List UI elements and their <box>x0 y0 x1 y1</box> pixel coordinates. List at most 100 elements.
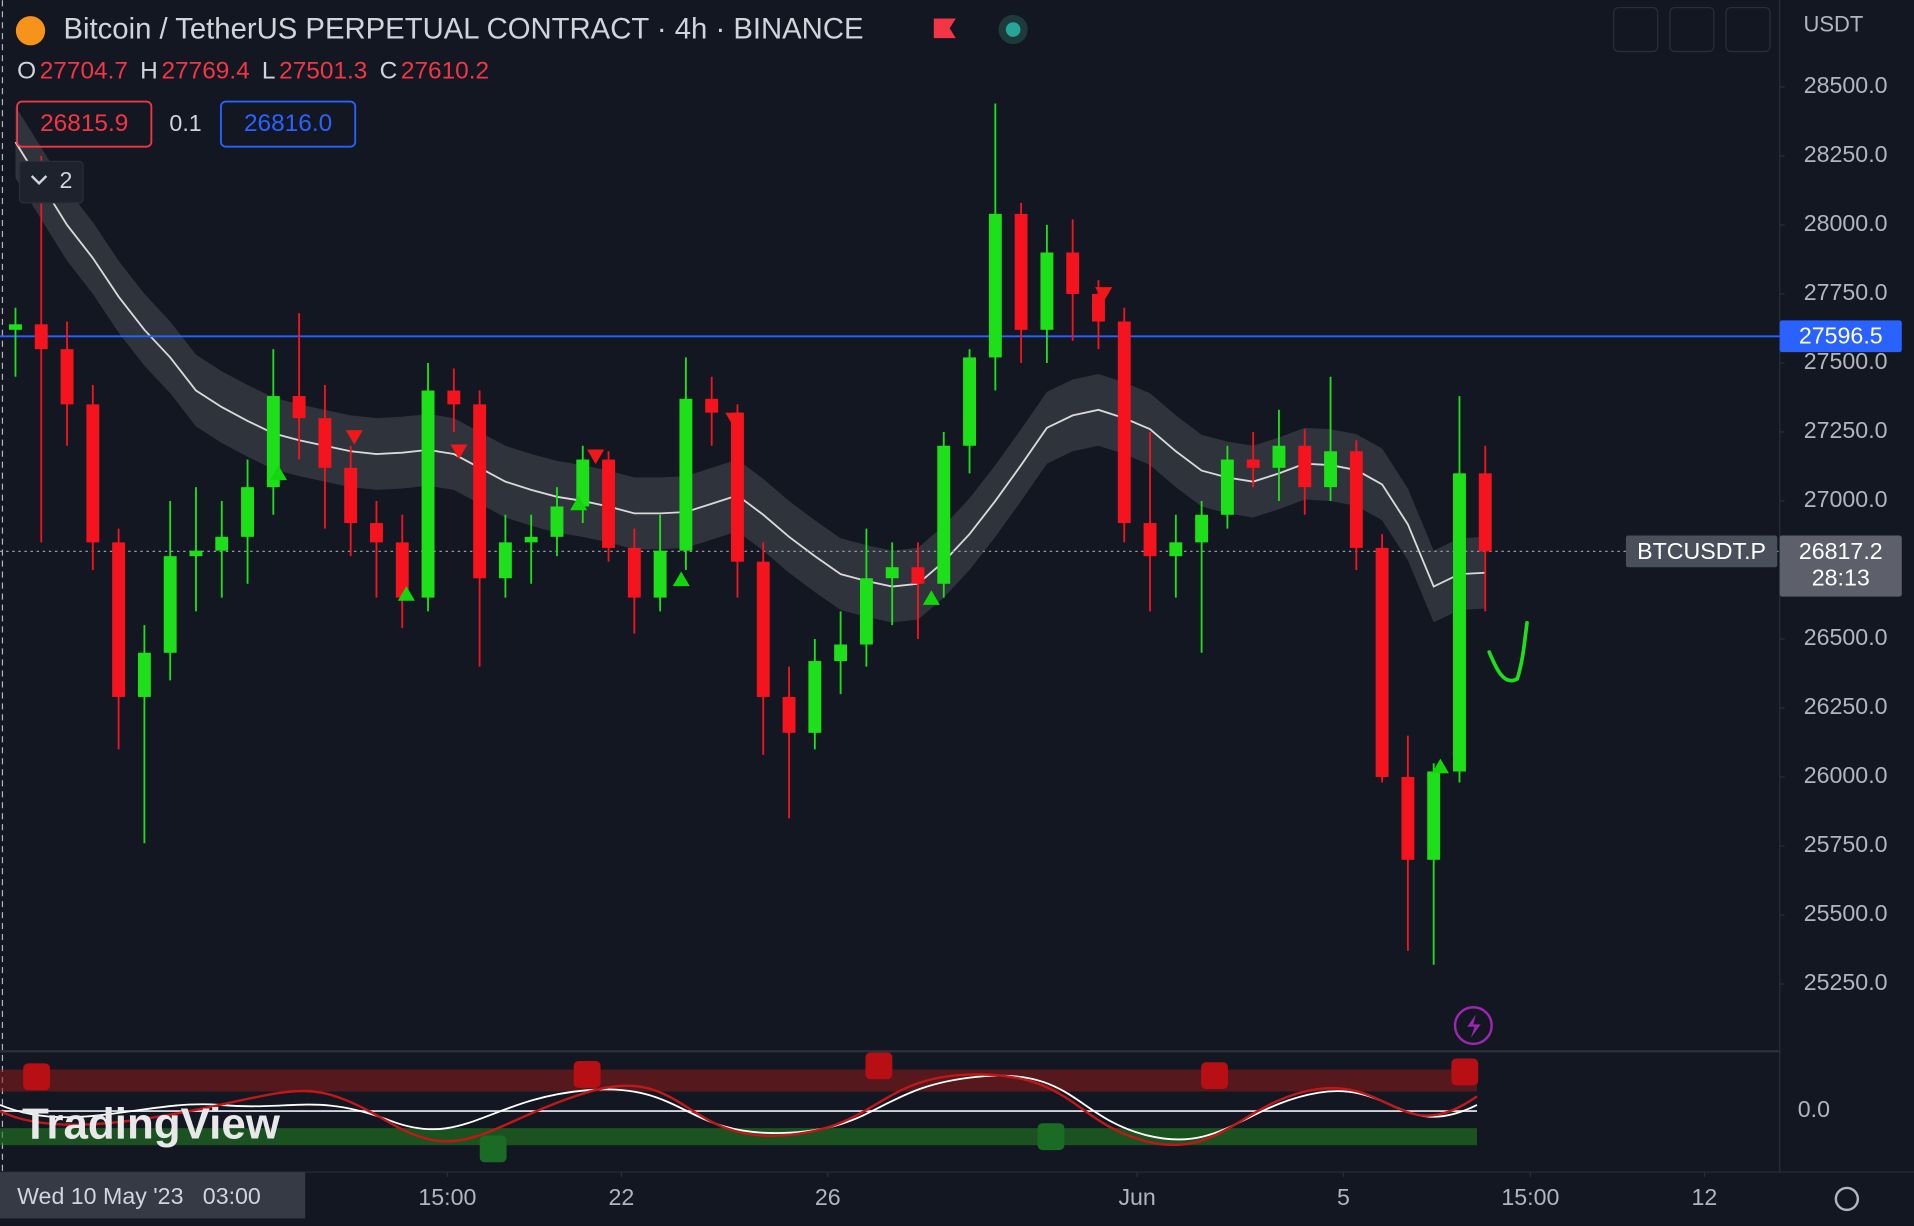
hline-price-box <box>1779 320 1902 353</box>
lightning-icon <box>1467 1014 1481 1038</box>
sell-signal <box>345 430 363 445</box>
candle-body <box>550 506 564 537</box>
overbought-band <box>0 1069 1478 1092</box>
last-price-box <box>1779 535 1902 597</box>
candle-body <box>1040 252 1054 330</box>
buy-price[interactable]: 26816.0 <box>244 110 332 137</box>
sell-price[interactable]: 26815.9 <box>40 110 128 137</box>
candle-body <box>370 523 383 543</box>
check-mark-drawing <box>1487 620 1529 683</box>
candle-body <box>1375 547 1389 777</box>
candle-body <box>627 547 641 598</box>
candle-body <box>1427 771 1441 860</box>
ohlc-key: H <box>140 58 158 85</box>
candle-body <box>1169 542 1183 557</box>
ohlc-value: 27610.2 <box>401 58 489 85</box>
buy-box[interactable] <box>220 100 357 148</box>
oscillator-pane <box>0 1052 1479 1163</box>
candle-body <box>344 467 358 524</box>
candle-body <box>756 561 770 697</box>
h-badges-green <box>479 1123 1065 1163</box>
spread: 0.1 <box>169 110 201 136</box>
watermark: TradingView <box>22 1100 281 1149</box>
y-tick-label: 25500.0 <box>1804 900 1888 926</box>
oscillator-line <box>0 1074 1478 1141</box>
candle-body <box>1220 459 1234 515</box>
candle-body <box>34 324 48 350</box>
x-tick-label: 15:00 <box>418 1184 476 1210</box>
candle-body <box>86 404 100 543</box>
candle-body <box>266 396 280 488</box>
maximize-button[interactable] <box>1725 6 1771 53</box>
sell-signal <box>450 444 468 460</box>
candle-body <box>447 390 461 405</box>
plot-area <box>0 103 1780 965</box>
x-tick-label: 12 <box>1692 1184 1718 1210</box>
candle-body <box>473 404 487 579</box>
x-tick-label: Jun <box>1118 1184 1155 1210</box>
currency[interactable]: USDT <box>1804 12 1864 37</box>
candle-body <box>524 536 538 543</box>
collapse-button[interactable] <box>1669 6 1715 53</box>
candle-body <box>885 567 899 579</box>
flag-icon[interactable] <box>933 18 956 39</box>
candle-body <box>163 556 177 653</box>
buy-signal <box>922 590 940 605</box>
y-tick-label: 26250.0 <box>1804 693 1888 719</box>
last-price-label: 26817.2 <box>1799 538 1883 564</box>
candle-body <box>1453 473 1466 772</box>
candle-body <box>1478 473 1492 552</box>
candle-body <box>859 578 873 645</box>
candle-body <box>1349 451 1363 548</box>
sell-box[interactable] <box>16 100 153 148</box>
lightning-button[interactable] <box>1453 1006 1493 1046</box>
candle-body <box>1324 451 1337 488</box>
badge <box>479 1135 507 1163</box>
candle-body <box>1401 776 1415 860</box>
candle-body <box>808 661 822 733</box>
y-tick-label: 26000.0 <box>1804 762 1888 788</box>
oversold-band <box>0 1128 1478 1146</box>
scroll-button[interactable] <box>1613 6 1659 53</box>
candle-body <box>731 412 744 562</box>
ohlc-key: L <box>262 58 276 85</box>
ohlc-value: 27501.3 <box>279 58 367 85</box>
title: Bitcoin / TetherUS PERPETUAL CONTRACT · … <box>63 12 863 45</box>
candle-body <box>653 550 667 598</box>
oscillator-zero-label: 0.0 <box>1798 1096 1830 1122</box>
ohlc-legend: O 27704.7 H 27769.4 L 27501.3 C 27610.2 <box>17 58 489 85</box>
y-tick-label: 26500.0 <box>1804 624 1888 650</box>
bitcoin-logo <box>15 16 46 46</box>
candle-body <box>395 542 409 598</box>
candle-body <box>963 357 976 446</box>
candle-body <box>834 644 848 662</box>
badge <box>1201 1062 1228 1090</box>
sell-signal <box>1095 287 1113 302</box>
candle-body <box>1066 252 1080 294</box>
settings-icon[interactable] <box>1834 1186 1860 1212</box>
y-tick-label: 27500.0 <box>1804 348 1888 374</box>
chevron <box>30 175 48 186</box>
candle-body <box>215 536 229 551</box>
ohlc-value: 27704.7 <box>40 58 128 85</box>
candle-body <box>988 213 1002 358</box>
candle-body <box>782 696 796 733</box>
candle-body <box>60 349 74 405</box>
indicators-toggle[interactable] <box>18 160 84 204</box>
x-tick-label: 26 <box>815 1184 841 1210</box>
sell-signal <box>725 412 743 428</box>
sell-signal <box>587 449 605 465</box>
y-tick-label: 28500.0 <box>1804 72 1888 98</box>
buy-signal <box>269 465 288 481</box>
ema-band <box>15 106 1486 623</box>
candle-body <box>602 459 615 548</box>
candle-body <box>1014 213 1028 330</box>
ohlc-key: C <box>380 58 398 85</box>
candle-body <box>1195 514 1209 543</box>
badge <box>573 1060 601 1088</box>
candle-body <box>292 396 306 419</box>
y-tick-label: 27750.0 <box>1804 279 1888 305</box>
y-tick-label: 25750.0 <box>1804 831 1888 857</box>
